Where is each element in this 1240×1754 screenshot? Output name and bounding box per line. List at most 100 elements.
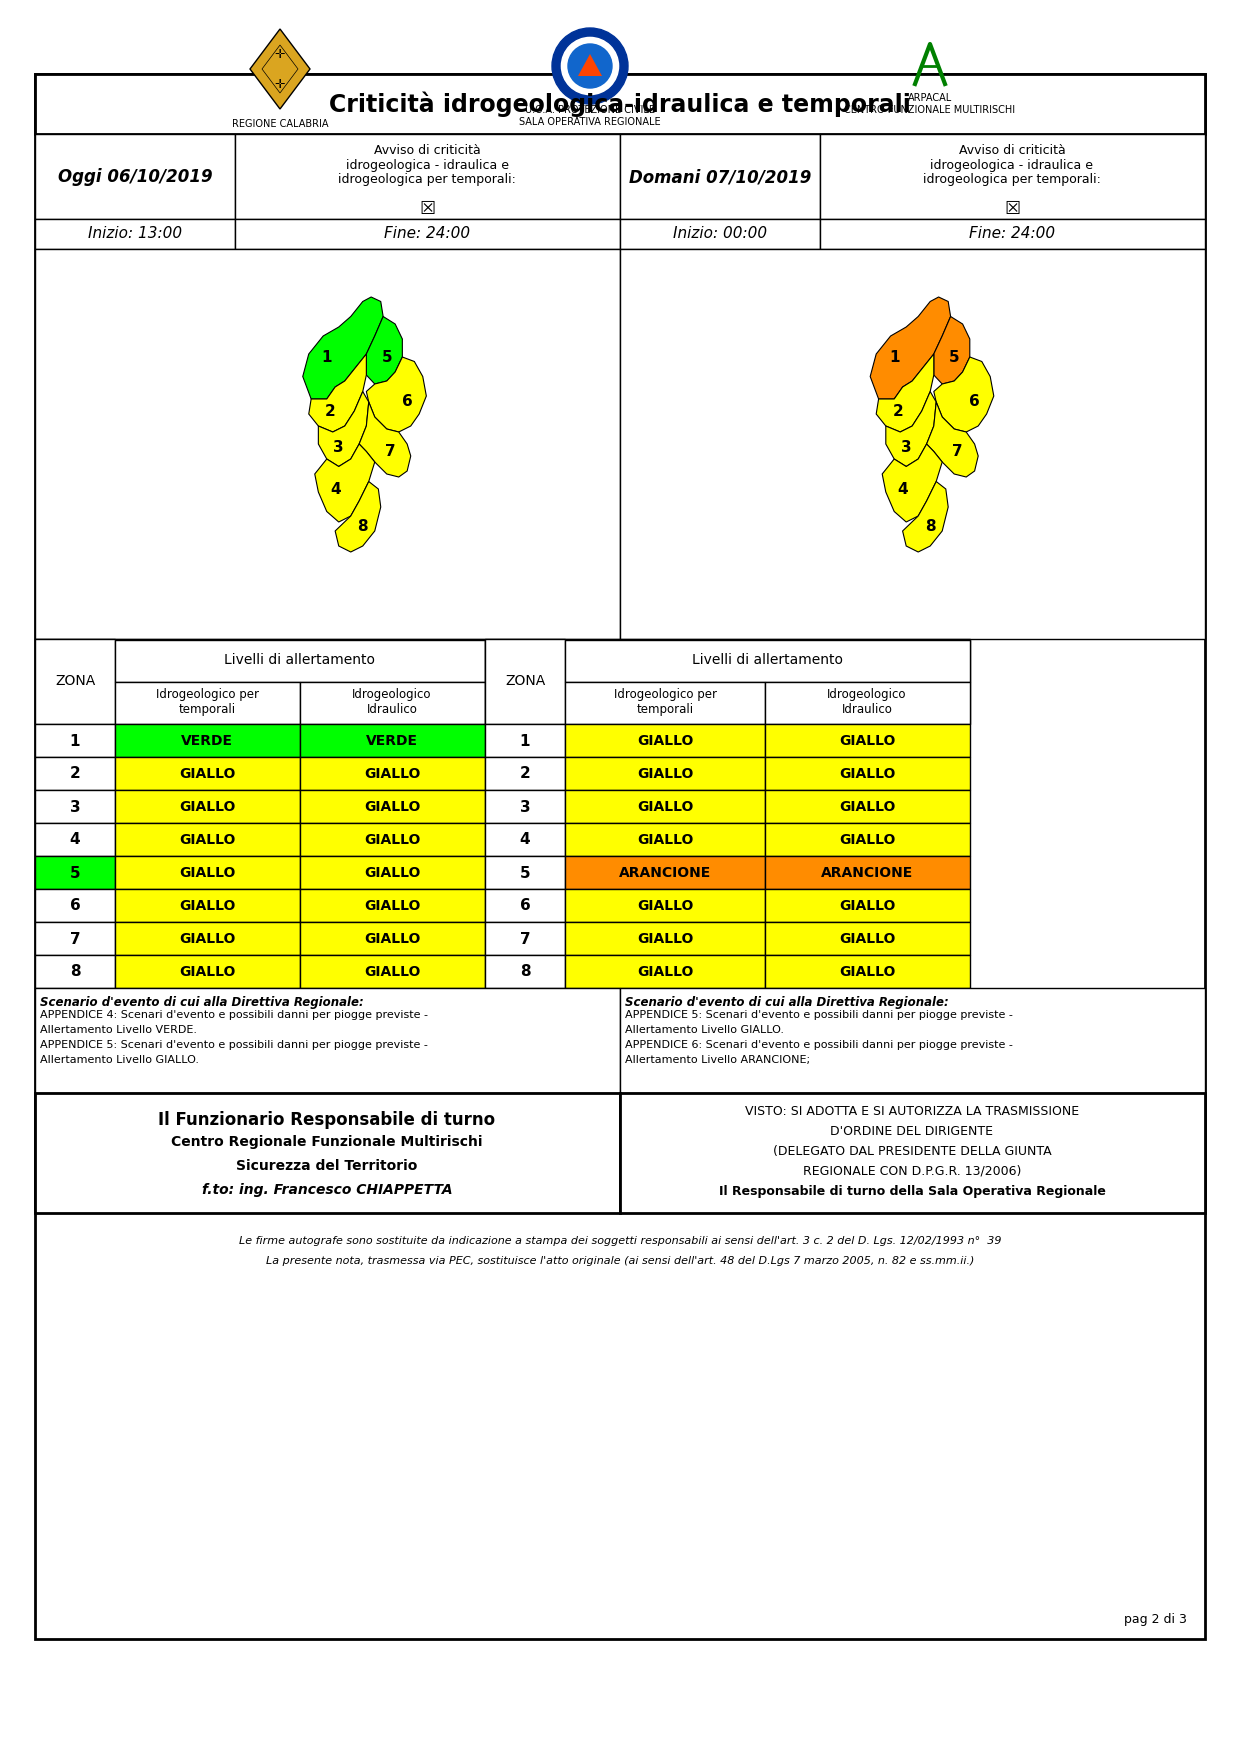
Bar — [115, 724, 300, 758]
Text: 2: 2 — [893, 403, 903, 419]
Bar — [485, 638, 565, 724]
Text: 5: 5 — [949, 349, 960, 365]
Polygon shape — [882, 444, 942, 523]
Text: f.to: ing. Francesco CHIAPPETTA: f.to: ing. Francesco CHIAPPETTA — [202, 1182, 453, 1196]
Text: 2: 2 — [325, 403, 336, 419]
Text: ARANCIONE: ARANCIONE — [619, 866, 711, 881]
Circle shape — [560, 37, 620, 96]
Text: GIALLO: GIALLO — [838, 833, 895, 847]
Text: D'ORDINE DEL DIRIGENTE: D'ORDINE DEL DIRIGENTE — [831, 1124, 993, 1138]
Bar — [765, 682, 970, 724]
Text: 5: 5 — [520, 865, 531, 881]
Bar — [485, 823, 565, 856]
Bar — [35, 758, 115, 789]
Bar — [35, 856, 115, 889]
Text: 3: 3 — [334, 440, 343, 454]
Polygon shape — [360, 402, 410, 477]
Text: Scenario d'evento di cui alla Direttiva Regionale:: Scenario d'evento di cui alla Direttiva … — [625, 996, 949, 1009]
Bar — [485, 724, 565, 758]
Text: GIALLO: GIALLO — [179, 931, 236, 945]
Text: ☒: ☒ — [419, 200, 435, 217]
Bar — [565, 682, 765, 724]
Bar — [565, 640, 970, 682]
Text: 4: 4 — [520, 833, 531, 847]
Text: 8: 8 — [925, 519, 935, 533]
Text: 2: 2 — [69, 766, 81, 782]
Polygon shape — [319, 391, 368, 467]
Bar — [485, 638, 970, 724]
Text: Inizio: 13:00: Inizio: 13:00 — [88, 226, 182, 242]
Text: GIALLO: GIALLO — [838, 931, 895, 945]
Text: Fine: 24:00: Fine: 24:00 — [384, 226, 470, 242]
Bar — [35, 823, 115, 856]
Text: 6: 6 — [520, 898, 531, 914]
Text: U.O.A. PROTEZIONE CIVILE
SALA OPERATIVA REGIONALE: U.O.A. PROTEZIONE CIVILE SALA OPERATIVA … — [520, 105, 661, 126]
Text: APPENDICE 5: Scenari d'evento e possibili danni per piogge previste -: APPENDICE 5: Scenari d'evento e possibil… — [40, 1040, 428, 1051]
Polygon shape — [934, 316, 970, 384]
Bar — [35, 74, 1205, 133]
Bar — [620, 988, 1205, 1093]
Text: Allertamento Livello VERDE.: Allertamento Livello VERDE. — [40, 1024, 197, 1035]
Bar — [236, 133, 620, 219]
Polygon shape — [262, 46, 298, 93]
Text: Centro Regionale Funzionale Multirischi: Centro Regionale Funzionale Multirischi — [171, 1135, 482, 1149]
Polygon shape — [903, 482, 949, 553]
Bar — [300, 758, 485, 789]
Bar — [765, 954, 970, 988]
Text: GIALLO: GIALLO — [838, 800, 895, 814]
Text: GIALLO: GIALLO — [838, 733, 895, 747]
Bar — [35, 638, 485, 724]
Bar — [565, 923, 765, 954]
Text: Criticità idrogeologica-idraulica e temporali: Criticità idrogeologica-idraulica e temp… — [329, 91, 911, 118]
Text: Allertamento Livello GIALLO.: Allertamento Livello GIALLO. — [40, 1054, 198, 1065]
Text: GIALLO: GIALLO — [363, 900, 420, 914]
Text: VERDE: VERDE — [181, 733, 233, 747]
Text: VISTO: SI ADOTTA E SI AUTORIZZA LA TRASMISSIONE: VISTO: SI ADOTTA E SI AUTORIZZA LA TRASM… — [745, 1105, 1079, 1117]
Text: Idrogeologico per
temporali: Idrogeologico per temporali — [614, 688, 717, 716]
Bar — [485, 889, 565, 923]
Bar — [565, 856, 765, 889]
Text: Livelli di allertamento: Livelli di allertamento — [224, 652, 376, 667]
Bar — [565, 823, 765, 856]
Text: GIALLO: GIALLO — [838, 900, 895, 914]
Circle shape — [552, 28, 627, 103]
Text: ARPACAL
CENTRO FUNZIONALE MULTIRISCHI: ARPACAL CENTRO FUNZIONALE MULTIRISCHI — [844, 93, 1016, 114]
Text: 7: 7 — [69, 931, 81, 947]
Text: ☒: ☒ — [1004, 200, 1021, 217]
Bar — [300, 724, 485, 758]
Bar — [236, 219, 620, 249]
Bar — [765, 823, 970, 856]
Text: GIALLO: GIALLO — [838, 766, 895, 781]
Bar — [35, 954, 115, 988]
Bar — [300, 856, 485, 889]
Text: Avviso di criticità
idrogeologica - idraulica e
idrogeologica per temporali:: Avviso di criticità idrogeologica - idra… — [923, 144, 1101, 186]
Text: GIALLO: GIALLO — [363, 833, 420, 847]
Text: (DELEGATO DAL PRESIDENTE DELLA GIUNTA: (DELEGATO DAL PRESIDENTE DELLA GIUNTA — [773, 1145, 1052, 1158]
Bar — [115, 758, 300, 789]
Bar — [300, 682, 485, 724]
Text: ✛: ✛ — [275, 77, 285, 91]
Polygon shape — [366, 316, 402, 384]
Text: 3: 3 — [69, 800, 81, 814]
Text: ✛: ✛ — [275, 47, 285, 60]
Bar — [35, 219, 236, 249]
Bar — [820, 219, 1205, 249]
Text: REGIONALE CON D.P.G.R. 13/2006): REGIONALE CON D.P.G.R. 13/2006) — [802, 1165, 1022, 1179]
Bar — [115, 682, 300, 724]
Bar — [300, 954, 485, 988]
Text: GIALLO: GIALLO — [363, 866, 420, 881]
Polygon shape — [303, 296, 383, 398]
Text: Il Funzionario Responsabile di turno: Il Funzionario Responsabile di turno — [159, 1110, 496, 1130]
Text: GIALLO: GIALLO — [363, 965, 420, 979]
Text: GIALLO: GIALLO — [179, 965, 236, 979]
Bar — [115, 789, 300, 823]
Text: Allertamento Livello GIALLO.: Allertamento Livello GIALLO. — [625, 1024, 784, 1035]
Text: GIALLO: GIALLO — [637, 733, 693, 747]
Text: GIALLO: GIALLO — [363, 800, 420, 814]
Bar — [115, 856, 300, 889]
Text: GIALLO: GIALLO — [838, 965, 895, 979]
Text: GIALLO: GIALLO — [179, 766, 236, 781]
Text: GIALLO: GIALLO — [637, 800, 693, 814]
Polygon shape — [250, 30, 310, 109]
Circle shape — [568, 44, 613, 88]
